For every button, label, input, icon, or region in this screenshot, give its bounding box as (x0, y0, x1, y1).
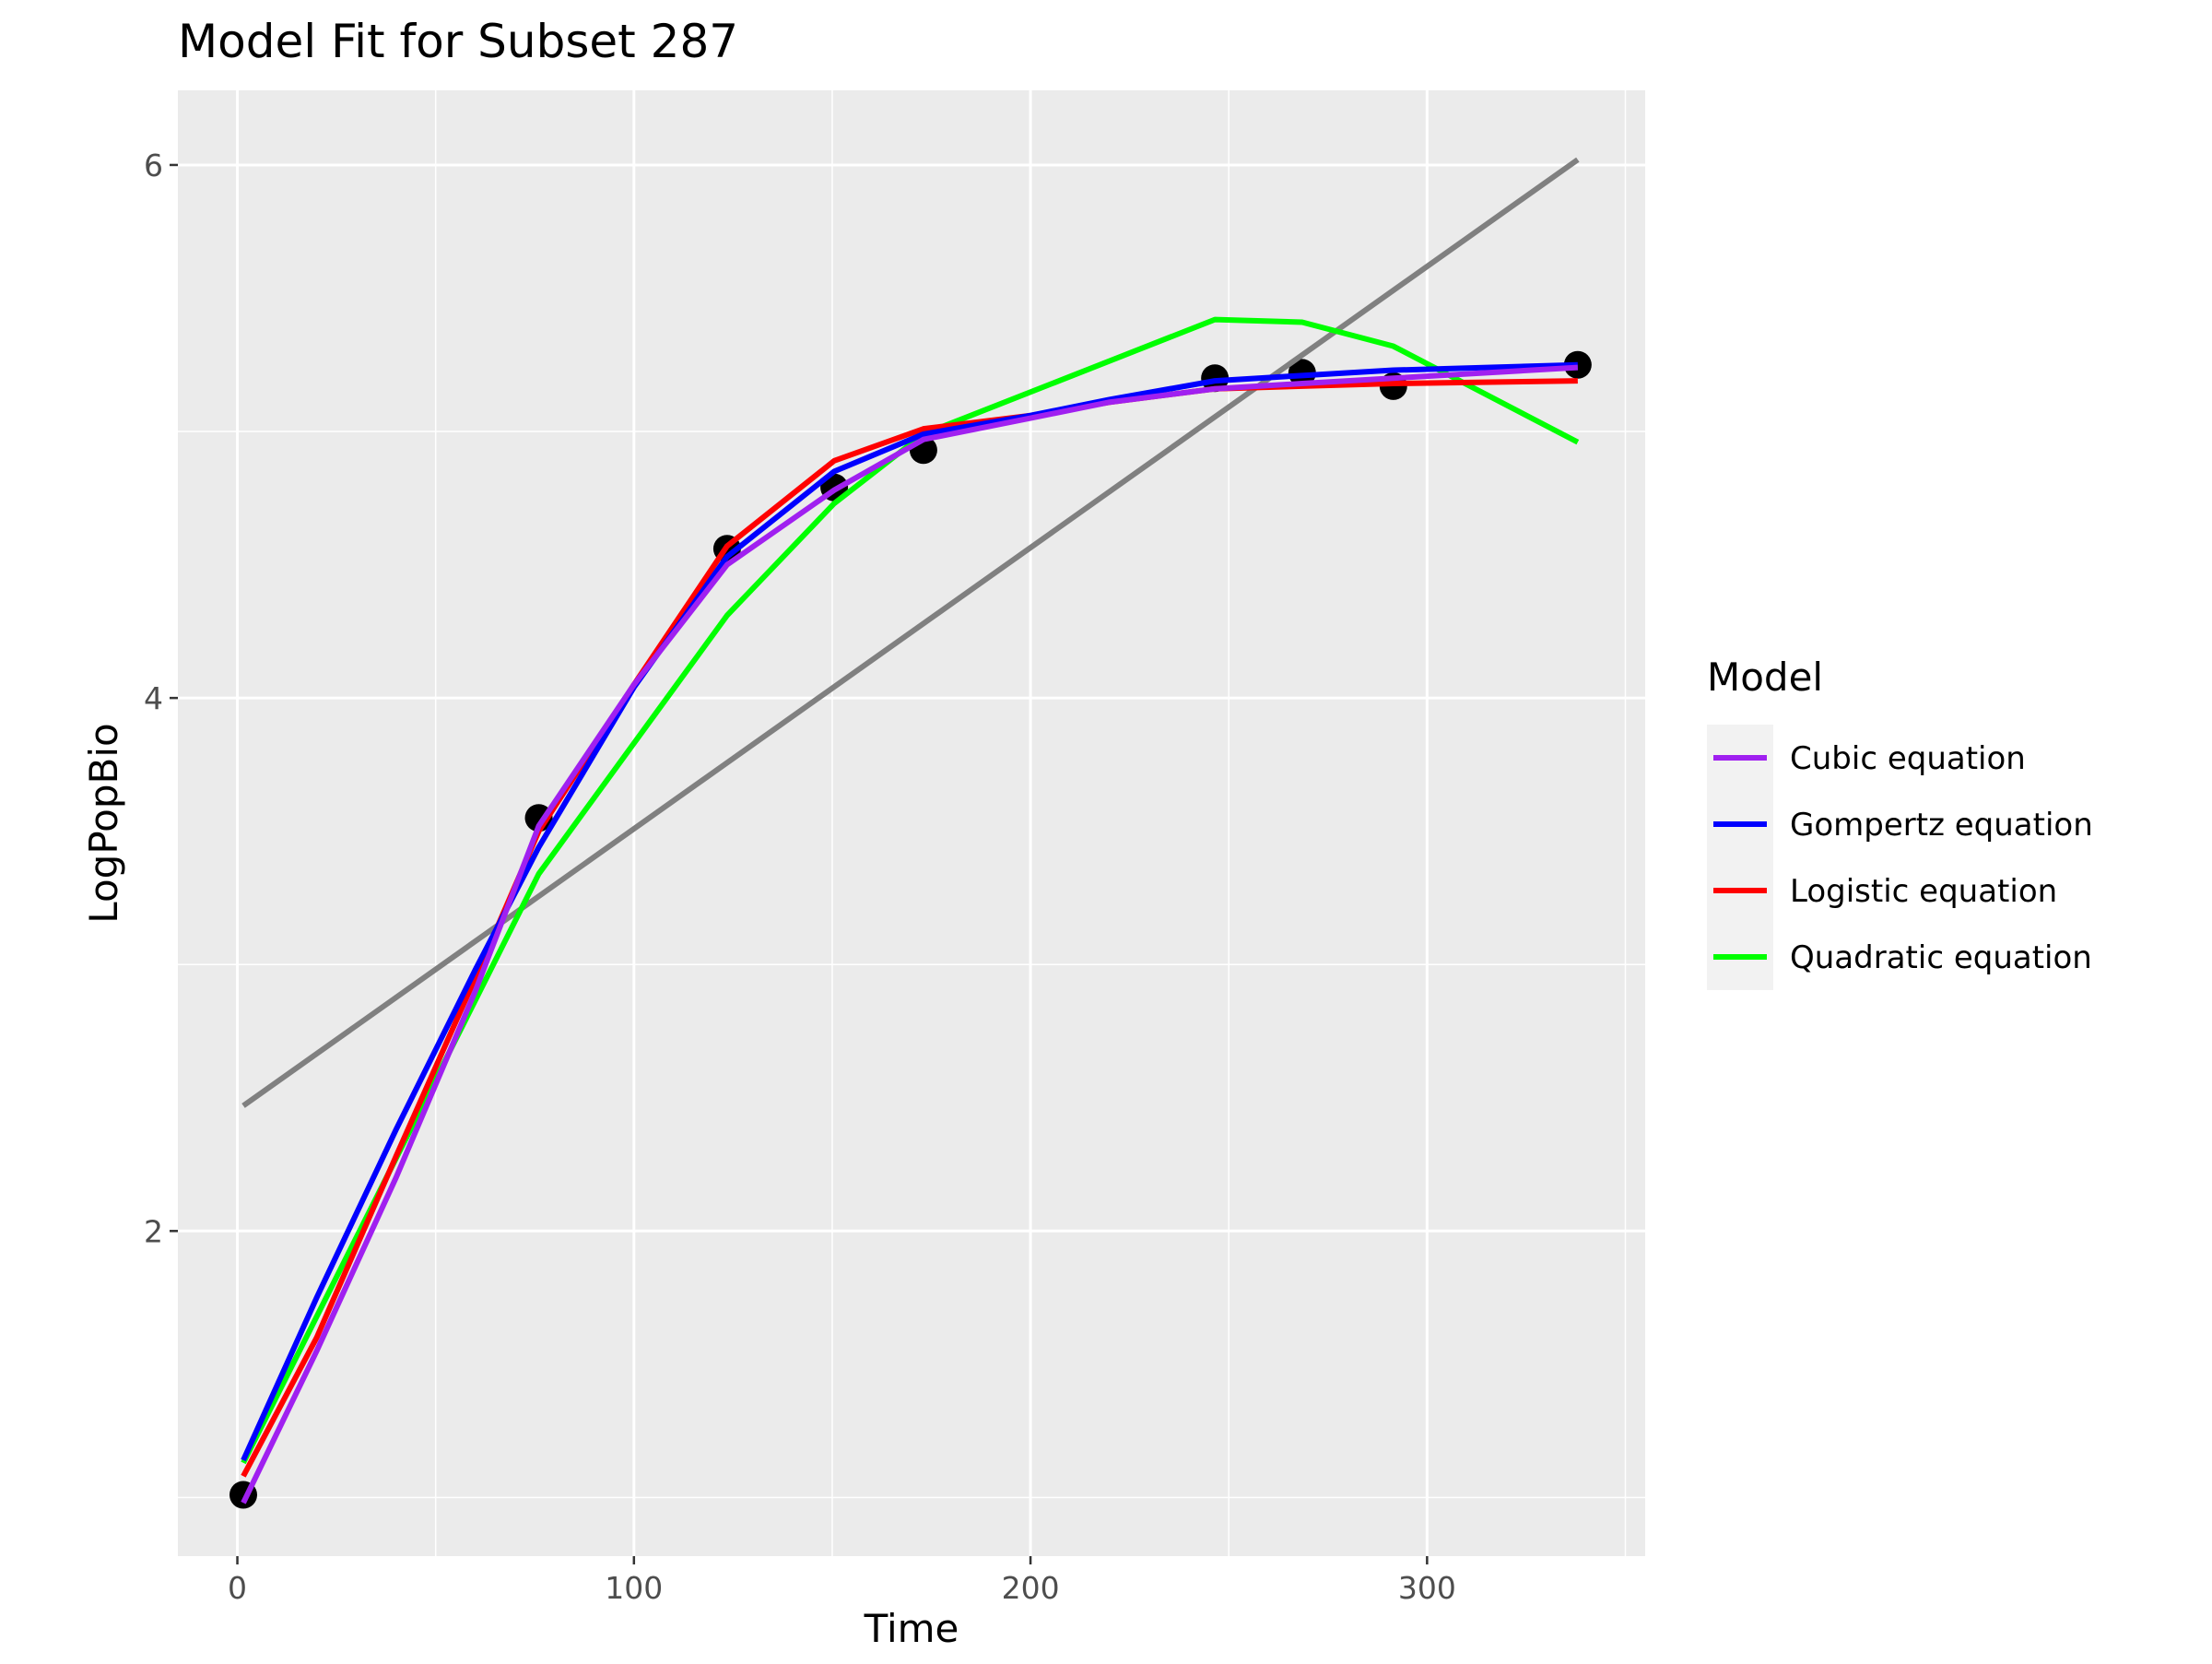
x-tick-label: 0 (228, 1570, 247, 1606)
legend-label: Logistic equation (1790, 873, 2057, 910)
x-tick-label: 200 (1002, 1570, 1060, 1606)
series-line-cubic-equation (241, 364, 1579, 1505)
x-tick-label: 100 (605, 1570, 663, 1606)
x-axis-title: Time (864, 1606, 959, 1651)
series-layer (229, 157, 1592, 1509)
legend-label: Cubic equation (1790, 740, 2026, 777)
y-tick-label: 2 (144, 1213, 163, 1249)
grid-layer (178, 90, 1645, 1556)
legend-label: Gompertz equation (1790, 807, 2093, 844)
chart-title: Model Fit for Subset 287 (178, 15, 738, 68)
legend: Model Cubic equation Gompertz equation Log… (1707, 655, 2093, 990)
ticks-layer: 0 100 200 300 2 4 6 (144, 148, 1456, 1606)
y-axis-title: LogPopBio (81, 723, 126, 923)
x-tick-label: 300 (1398, 1570, 1456, 1606)
legend-title: Model (1707, 655, 1823, 700)
linear-fit-line (241, 157, 1580, 1108)
y-tick-label: 4 (144, 680, 163, 716)
series-line-gompertz-equation (241, 361, 1578, 1462)
legend-key-background (1707, 725, 1773, 990)
y-tick-label: 6 (144, 148, 163, 183)
legend-label: Quadratic equation (1790, 939, 2092, 976)
plot-panel (178, 90, 1645, 1556)
